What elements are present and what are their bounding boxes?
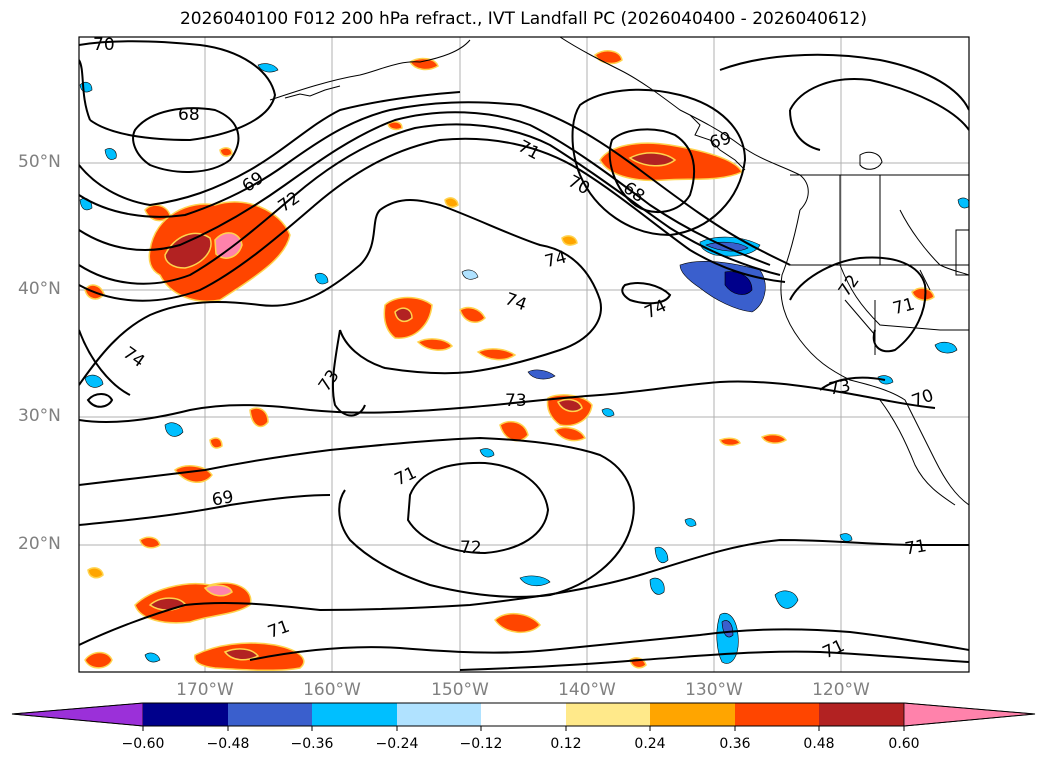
colorbar-tick-label: −0.12	[459, 736, 503, 752]
gridlines	[79, 37, 969, 672]
colorbar-tick-label: −0.36	[290, 736, 334, 752]
lon-label: 170°W	[176, 680, 234, 700]
lon-label: 130°W	[685, 680, 743, 700]
contour-label: 69	[210, 487, 235, 510]
refractivity-contours	[79, 40, 969, 671]
contour-label: 73	[505, 391, 527, 411]
colorbar-segment	[397, 703, 481, 726]
contour-label: 73	[827, 376, 852, 399]
lat-label: 30°N	[18, 406, 61, 426]
colorbar-extend-low	[11, 702, 144, 727]
colorbar-tick-label: −0.24	[375, 736, 419, 752]
contour-label: 68	[178, 105, 200, 125]
colorbar-tick-label: 0.48	[803, 736, 835, 752]
colorbar-segment	[312, 703, 397, 726]
lat-label: 20°N	[18, 534, 61, 554]
plot-frame	[78, 36, 970, 673]
colorbar-tick-label: 0.36	[719, 736, 751, 752]
colorbar-tick-label: −0.60	[121, 736, 165, 752]
lon-label: 150°W	[431, 680, 489, 700]
colorbar-tick-label: −0.48	[206, 736, 250, 752]
contour-label: 71	[903, 536, 928, 559]
lon-label: 160°W	[303, 680, 361, 700]
colorbar-segment	[481, 703, 566, 726]
colorbar-segment	[143, 703, 228, 726]
lat-label: 50°N	[18, 152, 61, 172]
colorbar-segment	[566, 703, 650, 726]
contour-label: 72	[460, 538, 482, 558]
colorbar	[11, 702, 1036, 731]
colorbar-segment	[228, 703, 312, 726]
negative-ivt-patches	[79, 63, 969, 664]
colorbar-extend-high	[903, 702, 1036, 727]
coastlines	[269, 37, 969, 506]
colorbar-tick-label: 0.60	[888, 736, 920, 752]
colorbar-tick-label: 0.24	[634, 736, 666, 752]
positive-ivt-patches	[84, 50, 935, 672]
contour-label: 70	[93, 35, 115, 55]
map-title: 2026040100 F012 200 hPa refract., IVT La…	[179, 9, 867, 29]
lat-label: 40°N	[18, 279, 61, 299]
colorbar-segment	[819, 703, 904, 726]
plot-area: 70 68 69 72 71 70 69 68 74 74 74 72 71 7…	[79, 35, 969, 672]
colorbar-segment	[650, 703, 735, 726]
colorbar-tick-label: 0.12	[550, 736, 582, 752]
lon-label: 140°W	[558, 680, 616, 700]
colorbar-segment	[735, 703, 819, 726]
lon-label: 120°W	[812, 680, 870, 700]
